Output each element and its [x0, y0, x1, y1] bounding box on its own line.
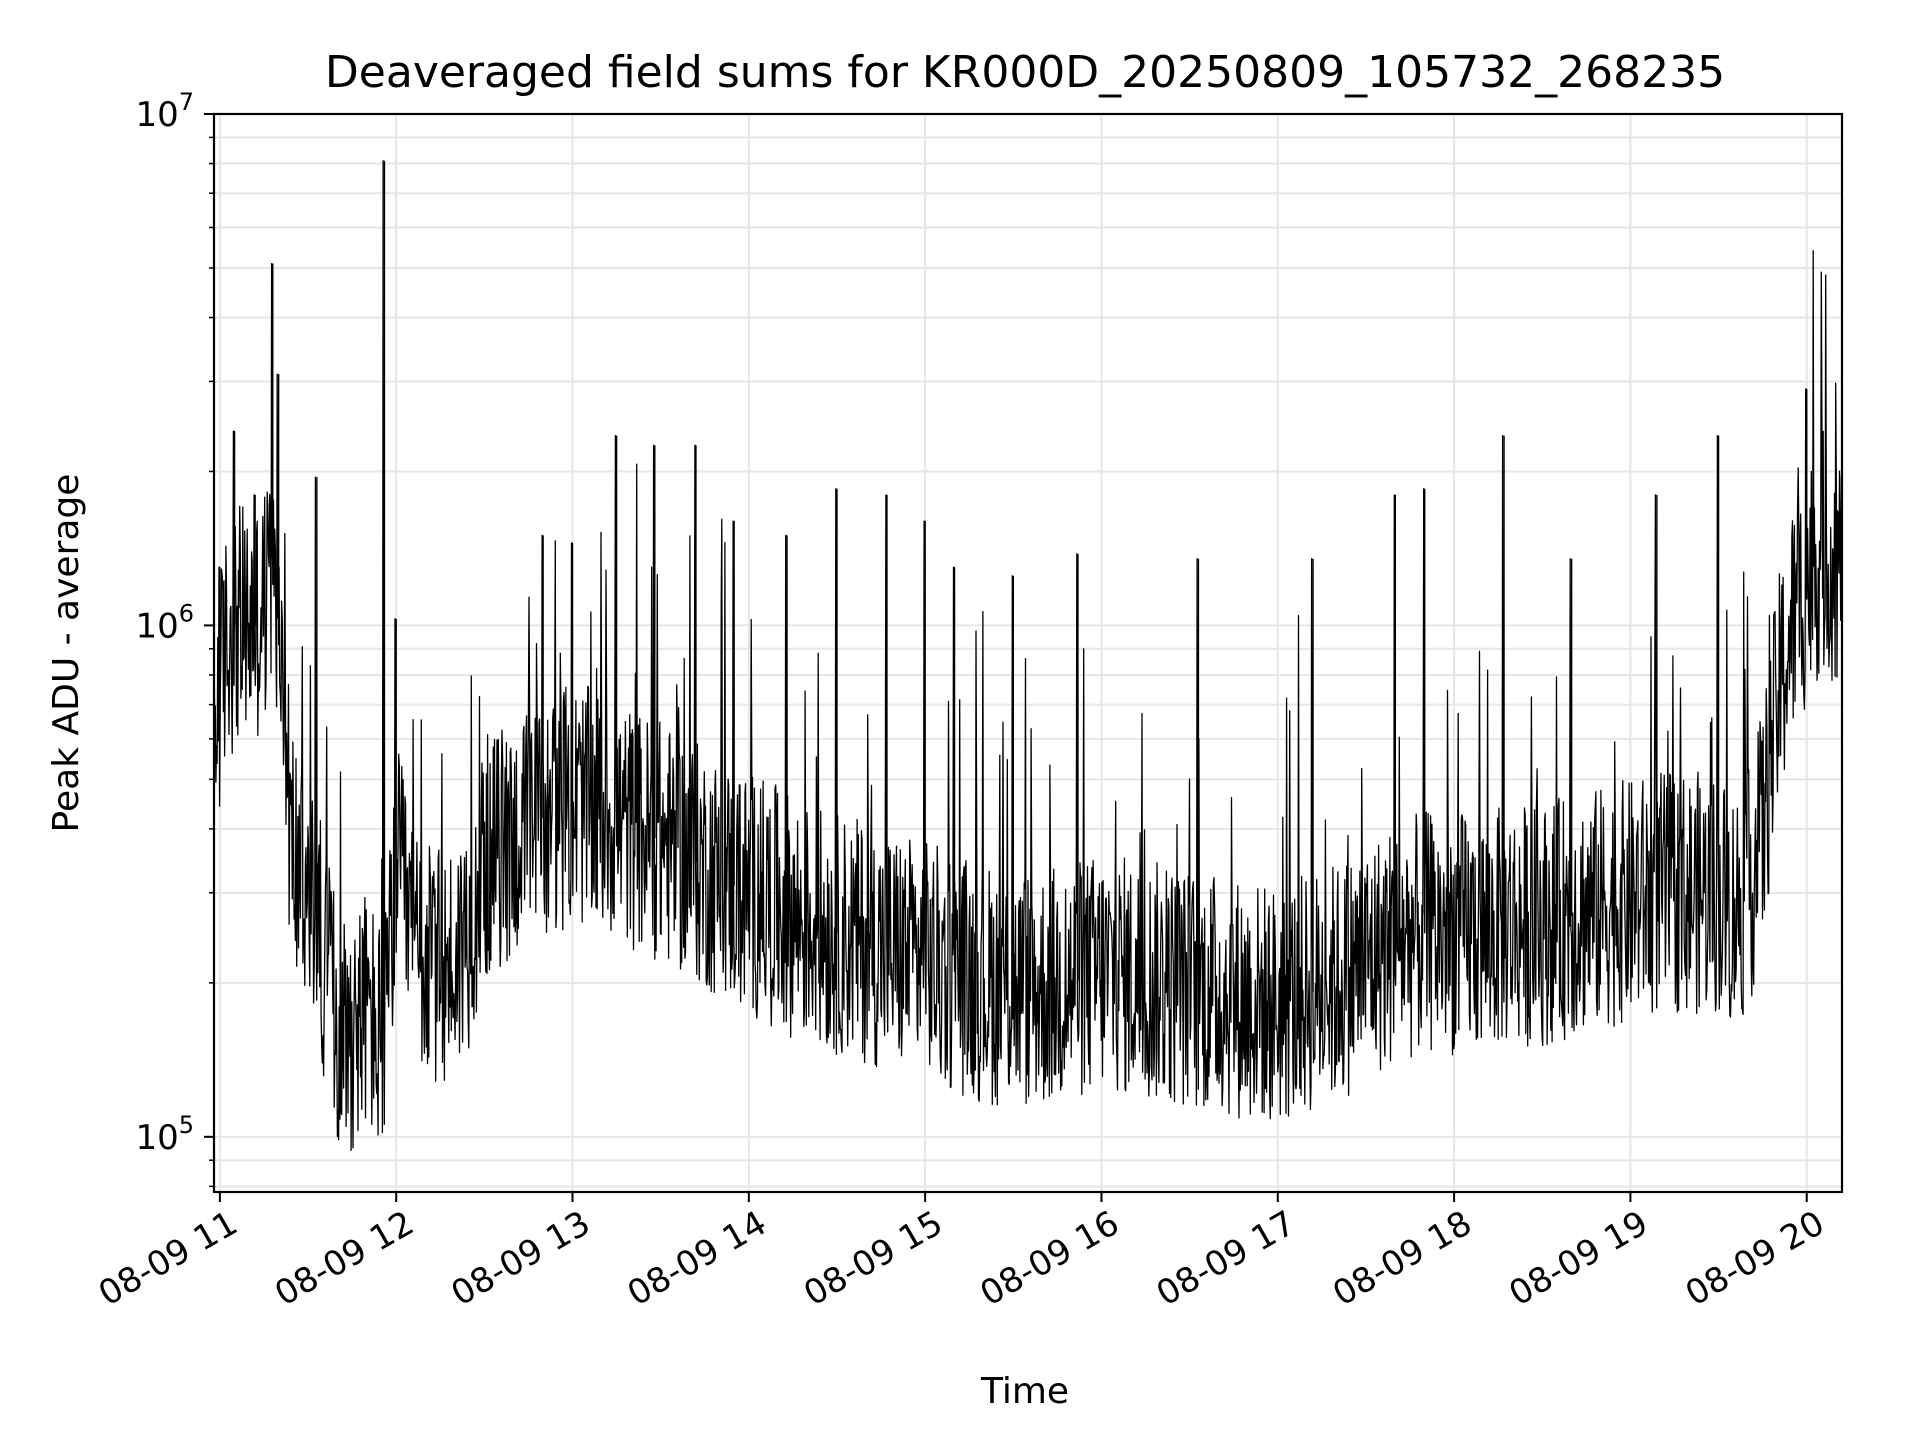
chart-title: Deaveraged field sums for KR000D_2025080…: [325, 47, 1725, 98]
series-line: [213, 160, 1843, 1152]
plot-frame: [212, 112, 1844, 1194]
y-tick-label: 106: [135, 599, 194, 646]
y-axis-label: Peak ADU - average: [46, 474, 87, 833]
y-tick-label: 107: [135, 88, 194, 135]
y-tick-label: 105: [135, 1111, 194, 1158]
x-axis-label: Time: [980, 1371, 1069, 1412]
plot-area: [213, 160, 1843, 1152]
y-axis: 105 106 107: [135, 88, 214, 1188]
